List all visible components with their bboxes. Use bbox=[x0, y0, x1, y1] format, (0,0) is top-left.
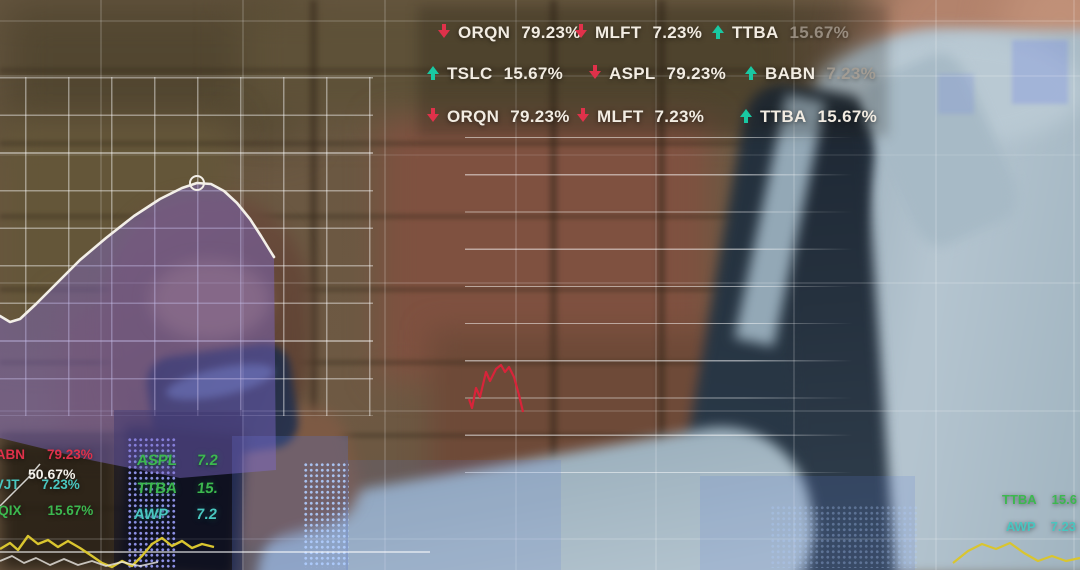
ticker-symbol: ASPL bbox=[135, 452, 179, 469]
dot-matrix bbox=[303, 462, 349, 568]
white-diagonal-spark bbox=[0, 463, 41, 507]
ticker-extra-value: 50.67% bbox=[28, 466, 75, 482]
down-arrow-icon bbox=[437, 24, 451, 39]
ticker-symbol: MLFT bbox=[597, 107, 644, 126]
ticker-mlft: MLFT 7.23% bbox=[576, 107, 704, 127]
down-arrow-icon bbox=[574, 24, 588, 39]
up-arrow-icon bbox=[744, 65, 758, 80]
ticker-mlft: MLFT 7.23% bbox=[574, 23, 702, 43]
ticker-symbol: BABN bbox=[765, 64, 816, 83]
ticker-babn: BABN 7.23% bbox=[744, 64, 876, 84]
main-line-chart bbox=[0, 181, 276, 324]
ticker-symbol: AWP bbox=[1006, 519, 1036, 534]
ticker-awp: AWP 7.23 bbox=[1006, 519, 1076, 534]
red-mini-chart bbox=[467, 363, 525, 413]
ticker-value: 15.6 bbox=[1051, 492, 1077, 507]
ticker-tslc: TSLC 15.67% bbox=[426, 64, 563, 84]
ticker-value: 15.67% bbox=[817, 107, 877, 126]
ticker-backdrop bbox=[418, 6, 888, 136]
ticker-value: 7.23% bbox=[826, 64, 877, 83]
ticker-value: 79.23% bbox=[510, 107, 570, 126]
ticker-symbol: AVJT bbox=[0, 477, 20, 492]
ticker-awp: AWP 7.2 bbox=[133, 506, 218, 523]
area-fill-purple bbox=[0, 183, 276, 478]
grid-line bbox=[0, 20, 1080, 22]
ticker-symbol: TTBA bbox=[732, 23, 779, 42]
ticker-value: 15. bbox=[195, 480, 219, 497]
ticker-symbol: MLFT bbox=[595, 23, 642, 42]
ticker-symbol: TSLC bbox=[447, 64, 493, 83]
ticker-avjt: AVJT 7.23% bbox=[0, 477, 80, 492]
ticker-symbol: AABN bbox=[0, 447, 25, 462]
ticker-value: 15.67% bbox=[503, 64, 564, 83]
ticker-orqn: ORQN 79.23% bbox=[437, 23, 581, 43]
horizontal-rule-lines bbox=[465, 137, 865, 473]
ticker-ttba: TTBA 15.6 bbox=[1002, 492, 1077, 507]
up-arrow-icon bbox=[739, 108, 753, 123]
grid-line bbox=[0, 75, 1080, 77]
grid-line bbox=[100, 0, 102, 570]
white-sparkline-left bbox=[0, 555, 159, 567]
ticker-value: 79.23% bbox=[666, 64, 727, 83]
ticker-symbol: TTBA bbox=[760, 107, 807, 126]
up-arrow-icon bbox=[711, 24, 725, 39]
ticker-value: 15.67% bbox=[47, 503, 94, 518]
ticker-symbol: TTBA bbox=[1002, 492, 1037, 507]
ticker-symbol: ORQN bbox=[458, 23, 511, 42]
ticker-ttba: TTBA 15.67% bbox=[711, 23, 849, 43]
ticker-symbol: AWP bbox=[132, 506, 170, 523]
dot-matrix bbox=[127, 437, 177, 569]
down-arrow-icon bbox=[588, 65, 602, 80]
ticker-value: 7.2 bbox=[195, 506, 219, 523]
chart-grid bbox=[0, 77, 373, 416]
brick-mortar-vertical bbox=[310, 0, 317, 570]
grid-line bbox=[242, 0, 244, 570]
grid-line bbox=[1073, 0, 1075, 570]
dot-matrix bbox=[770, 505, 920, 568]
ticker-value: 50.67% bbox=[28, 466, 76, 482]
ticker-value: 7.23 bbox=[1050, 519, 1076, 534]
ticker-symbol: ASPL bbox=[609, 64, 656, 83]
blue-panel-3 bbox=[700, 476, 915, 570]
peak-marker bbox=[189, 175, 205, 191]
grid-line bbox=[0, 538, 1080, 540]
thumb-highlight bbox=[150, 260, 270, 340]
grid-line bbox=[384, 0, 386, 570]
ticker-symbol: ORQN bbox=[447, 107, 500, 126]
grid-line bbox=[935, 0, 937, 570]
ticker-symbol: TTBA bbox=[135, 480, 179, 497]
ticker-value: 7.23% bbox=[652, 23, 703, 42]
ticker-orqn: ORQN 79.23% bbox=[426, 107, 570, 127]
ticker-aspl: ASPL 7.2 bbox=[136, 452, 219, 469]
ticker-value: 7.2 bbox=[195, 452, 219, 469]
wall-shade-top bbox=[240, 0, 800, 120]
down-arrow-icon bbox=[426, 108, 440, 123]
ticker-ttba: TTBA 15. bbox=[136, 480, 219, 497]
ticker-tqix: TQIX 15.67% bbox=[0, 503, 93, 518]
down-arrow-icon bbox=[576, 108, 590, 123]
ticker-aspl: ASPL 79.23% bbox=[588, 64, 726, 84]
ticker-value: 7.23% bbox=[654, 107, 705, 126]
ticker-value: 79.23% bbox=[521, 23, 581, 42]
overlay-blue-patch-2 bbox=[938, 74, 974, 114]
ticker-value: 7.23% bbox=[41, 477, 80, 492]
ticker-ttba: TTBA 15.67% bbox=[739, 107, 877, 127]
yellow-sparkline-right bbox=[952, 541, 1080, 564]
ticker-value: 79.23% bbox=[47, 447, 93, 462]
ticker-aabn: AABN 79.23% bbox=[0, 447, 93, 462]
ticker-symbol: TQIX bbox=[0, 503, 22, 518]
ticker-value: 15.67% bbox=[789, 23, 849, 42]
up-arrow-icon bbox=[426, 65, 440, 80]
overlay-blue-patch bbox=[1012, 40, 1068, 104]
